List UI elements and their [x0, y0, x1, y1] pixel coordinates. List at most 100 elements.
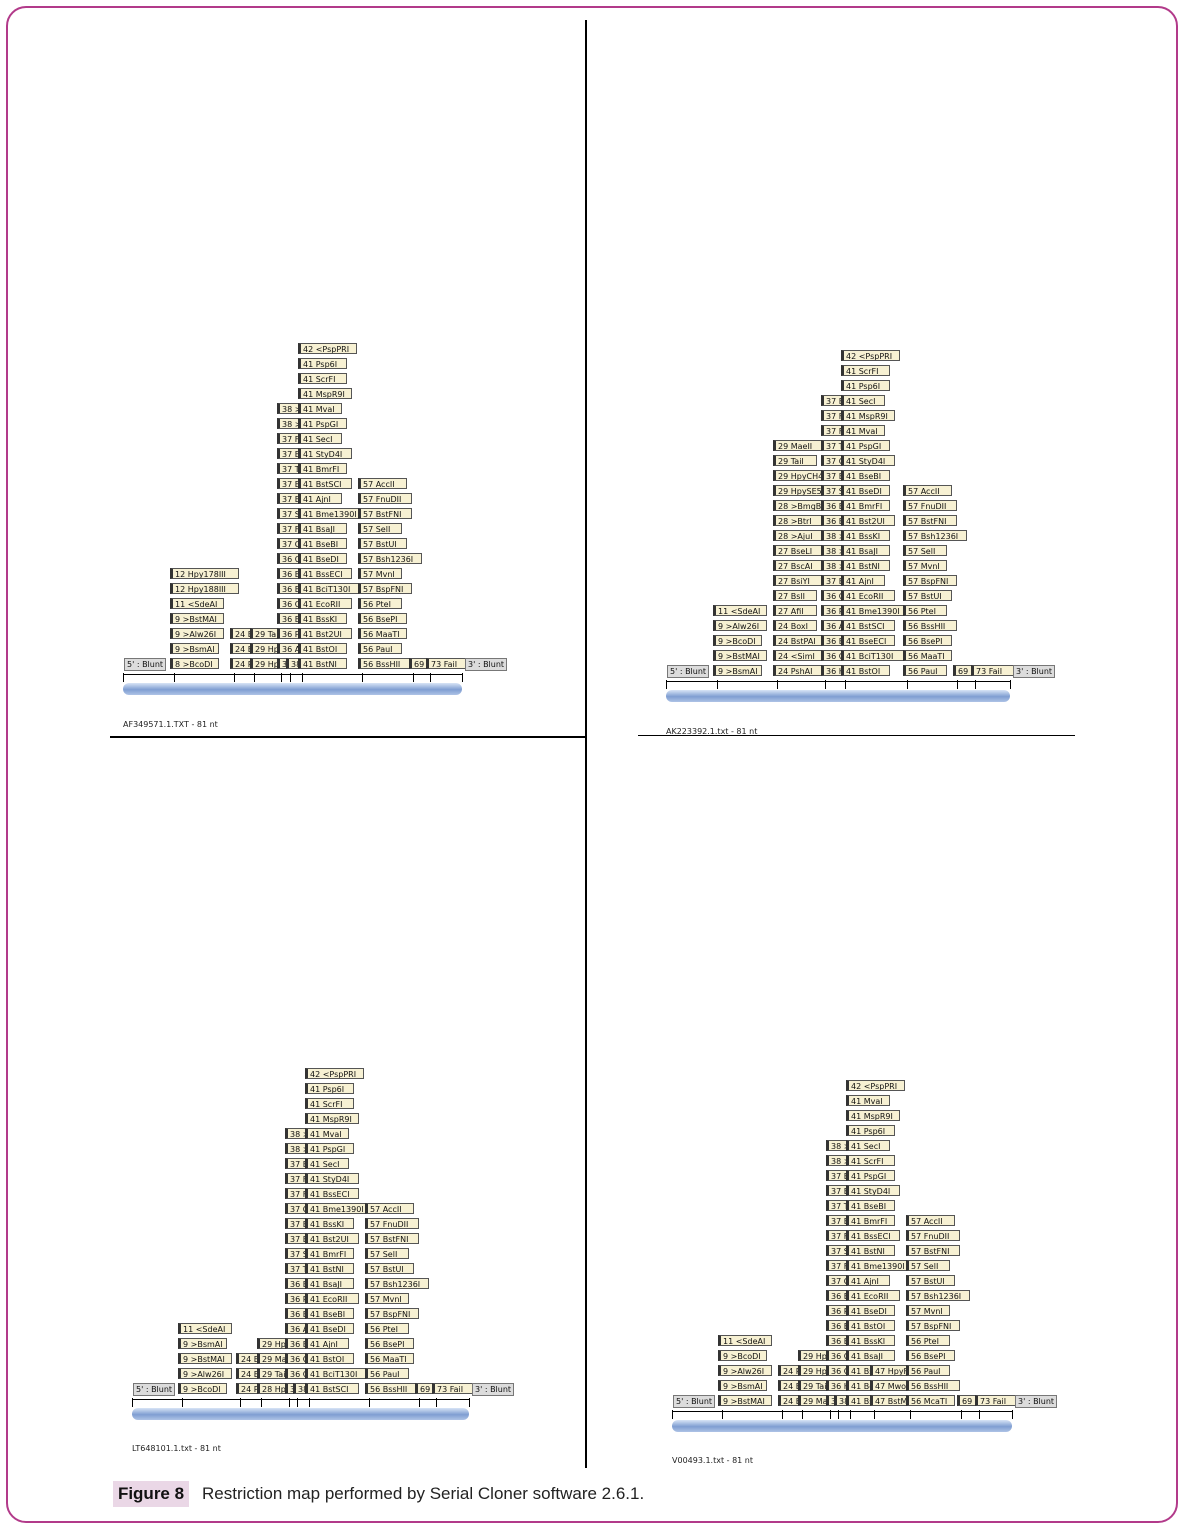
enzyme-site-label: 57 BstUI: [903, 590, 952, 601]
enzyme-site-label: 42 <PspPRI: [846, 1080, 905, 1091]
cut-site-tick: [910, 1410, 911, 1419]
enzyme-site-label: 9 >BsmAI: [718, 1380, 767, 1391]
enzyme-site-label: 41 PspGI: [846, 1170, 895, 1181]
enzyme-site-label: 56 MaaTI: [903, 650, 952, 661]
enzyme-site-label: 41 BciT130I: [305, 1368, 369, 1379]
enzyme-site-label: 9 >Alw26I: [718, 1365, 772, 1376]
enzyme-site-label: 41 MvaI: [841, 425, 885, 436]
enzyme-site-label: 41 BssKI: [298, 613, 347, 624]
cut-site-tick: [907, 680, 908, 689]
enzyme-site-label: 41 BseBI: [841, 470, 890, 481]
enzyme-site-label: 56 PauI: [358, 643, 402, 654]
sequence-bar: [123, 683, 462, 695]
enzyme-site-label: 56 PteI: [906, 1335, 950, 1346]
enzyme-site-label: 24 PshAI: [773, 665, 822, 676]
enzyme-site-label: 41 MvaI: [305, 1128, 349, 1139]
enzyme-site-label: 57 Bsh1236I: [358, 553, 422, 564]
enzyme-site-label: 41 Bst2UI: [305, 1233, 359, 1244]
enzyme-site-label: 56 MaaTI: [365, 1353, 414, 1364]
enzyme-site-label: 57 SelI: [365, 1248, 409, 1259]
enzyme-site-label: 73 FaiI: [426, 658, 470, 669]
enzyme-site-label: 41 Psp6I: [846, 1125, 895, 1136]
enzyme-site-label: 41 AjnI: [305, 1338, 349, 1349]
enzyme-site-label: 41 BmrFI: [298, 463, 347, 474]
end-3-label: 3' : Blunt: [1015, 1395, 1058, 1408]
enzyme-site-label: 41 BstOI: [846, 1320, 895, 1331]
end-3-label: 3' : Blunt: [465, 658, 508, 671]
enzyme-site-label: 56 BsePI: [906, 1350, 955, 1361]
enzyme-site-label: 27 BscAI: [773, 560, 822, 571]
enzyme-site-label: 57 BspFNI: [358, 583, 412, 594]
enzyme-site-label: 57 AccII: [906, 1215, 955, 1226]
enzyme-site-label: 41 BstOI: [841, 665, 890, 676]
enzyme-site-label: 41 BstSCI: [298, 478, 352, 489]
enzyme-site-label: 42 <PspPRI: [841, 350, 900, 361]
enzyme-site-label: 9 >BcoDI: [713, 635, 762, 646]
enzyme-site-label: 41 AjnI: [841, 575, 885, 586]
enzyme-site-label: 41 Bme1390I: [841, 605, 905, 616]
enzyme-site-label: 57 Bsh1236I: [365, 1278, 429, 1289]
cut-site-tick: [174, 673, 175, 682]
enzyme-site-label: 57 FnuDII: [358, 493, 412, 504]
cut-site-tick: [369, 1398, 370, 1407]
enzyme-site-label: 41 EcoRII: [846, 1290, 900, 1301]
enzyme-site-label: 41 SecI: [298, 433, 342, 444]
enzyme-site-label: 9 >Alw26I: [178, 1368, 232, 1379]
enzyme-site-label: 11 <SdeAI: [718, 1335, 772, 1346]
sequence-end-tick: [1012, 1410, 1013, 1419]
cut-site-tick: [845, 680, 846, 689]
enzyme-site-label: 57 AccII: [365, 1203, 414, 1214]
enzyme-site-label: 41 BseDI: [298, 553, 347, 564]
cut-site-tick: [419, 1398, 420, 1407]
enzyme-site-label: 28 >BmgBI: [773, 500, 827, 511]
enzyme-site-label: 57 BstUI: [365, 1263, 414, 1274]
sequence-bar: [666, 690, 1010, 702]
enzyme-site-label: 57 Bsh1236I: [906, 1290, 970, 1301]
enzyme-site-label: 9 >BstMAI: [718, 1395, 772, 1406]
enzyme-site-label: 41 Bst2UI: [841, 515, 895, 526]
enzyme-site-label: 8 >BcoDI: [170, 658, 219, 669]
enzyme-site-label: 57 BspFNI: [906, 1320, 960, 1331]
enzyme-site-label: 56 PauI: [365, 1368, 409, 1379]
enzyme-site-label: 41 EcoRII: [305, 1293, 359, 1304]
enzyme-site-label: 56 BsePI: [358, 613, 407, 624]
enzyme-site-label: 41 BsaJI: [305, 1278, 354, 1289]
cut-site-tick: [722, 1410, 723, 1419]
sequence-line: [132, 1399, 469, 1400]
enzyme-site-label: 57 BstUI: [358, 538, 407, 549]
enzyme-site-label: 41 AjnI: [298, 493, 342, 504]
enzyme-site-label: 11 <SdeAI: [178, 1323, 232, 1334]
enzyme-site-label: 41 BseBI: [298, 538, 347, 549]
enzyme-site-label: 9 >BsmAI: [713, 665, 762, 676]
end-5-label: 5' : Blunt: [667, 665, 710, 678]
cut-site-tick: [240, 1398, 241, 1407]
enzyme-site-label: 57 BstFNI: [358, 508, 412, 519]
enzyme-site-label: 57 Bsh1236I: [903, 530, 967, 541]
enzyme-site-label: 41 BsaJI: [841, 545, 890, 556]
enzyme-site-label: 41 PspGI: [841, 440, 890, 451]
enzyme-site-label: 41 MvaI: [298, 403, 342, 414]
enzyme-site-label: 29 TaiI: [773, 455, 817, 466]
sequence-line: [672, 1411, 1012, 1412]
sequence-start-tick: [123, 673, 124, 682]
sequence-line: [123, 674, 462, 675]
sequence-end-tick: [469, 1398, 470, 1407]
enzyme-site-label: 9 >BsmAI: [170, 643, 219, 654]
enzyme-site-label: 56 McaTI: [906, 1395, 955, 1406]
enzyme-site-label: 41 ScrFI: [841, 365, 890, 376]
enzyme-site-label: 56 PteI: [365, 1323, 409, 1334]
enzyme-site-label: 57 SelI: [906, 1260, 950, 1271]
figure-frame: [6, 6, 1178, 1523]
enzyme-site-label: 56 BssHII: [358, 658, 412, 669]
cut-site-tick: [975, 680, 976, 689]
enzyme-site-label: 57 AccII: [358, 478, 407, 489]
enzyme-site-label: 41 SecI: [305, 1158, 349, 1169]
cut-site-tick: [874, 1410, 875, 1419]
enzyme-site-label: 56 BsePI: [365, 1338, 414, 1349]
enzyme-site-label: 41 SecI: [846, 1140, 890, 1151]
enzyme-site-label: 41 BstSCI: [305, 1383, 359, 1394]
enzyme-site-label: 41 Psp6I: [298, 358, 347, 369]
enzyme-site-label: 11 <SdeAI: [170, 598, 224, 609]
cut-site-tick: [290, 673, 291, 682]
enzyme-site-label: 9 >BcoDI: [178, 1383, 227, 1394]
